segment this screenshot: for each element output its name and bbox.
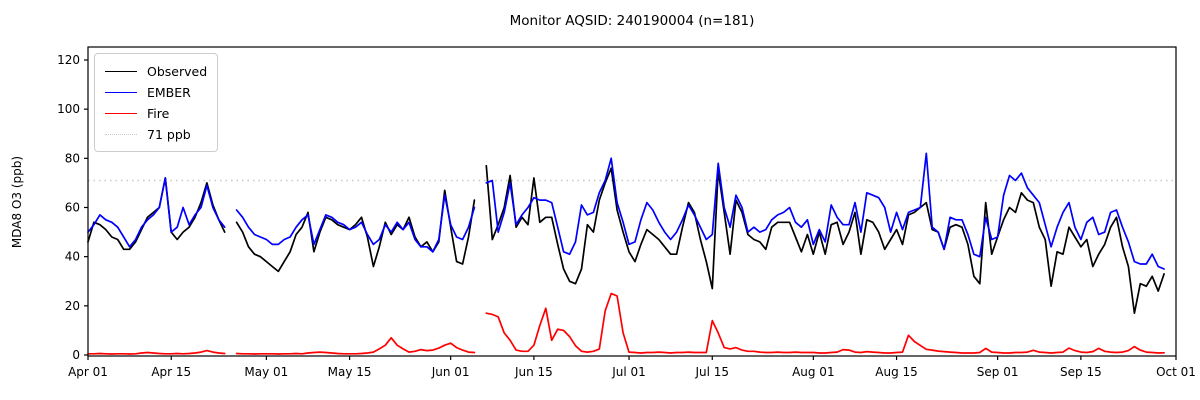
y-tick-label: 60 [65, 201, 80, 215]
ember-line-sample [105, 92, 137, 93]
x-tick-label: Sep 15 [1060, 365, 1102, 379]
x-tick-label: Aug 15 [875, 365, 918, 379]
series-line-fire [87, 349, 226, 355]
fire-line-sample [105, 113, 137, 114]
threshold-line-sample [105, 134, 137, 135]
x-tick-label: Jul 01 [611, 365, 646, 379]
x-tick-label: Sep 01 [977, 365, 1019, 379]
legend-item-observed: Observed [105, 61, 207, 82]
series-line-observed [485, 164, 1165, 315]
y-tick-label: 80 [65, 151, 80, 165]
x-tick-label: Jul 15 [694, 365, 729, 379]
x-tick-label: May 01 [244, 365, 288, 379]
chart-title: Monitor AQSID: 240190004 (n=181) [509, 13, 755, 29]
y-tick-label: 20 [65, 299, 80, 313]
series-line-ember [485, 152, 1165, 270]
x-tick-label: May 15 [328, 365, 372, 379]
x-tick-label: Oct 01 [1156, 365, 1196, 379]
x-tick-label: Jun 15 [514, 365, 553, 379]
series-line-fire [235, 336, 476, 355]
legend-item-fire: Fire [105, 103, 207, 124]
legend-item-threshold: 71 ppb [105, 124, 207, 145]
x-tick-label: Jun 01 [431, 365, 470, 379]
x-tick-label: Apr 01 [68, 365, 108, 379]
y-axis-label: MDA8 O3 (ppb) [10, 155, 24, 249]
series-line-ember [235, 194, 476, 253]
x-tick-label: Aug 01 [792, 365, 835, 379]
observed-line-sample [105, 71, 137, 72]
y-tick-label: 100 [57, 102, 80, 116]
series-line-ember [87, 177, 226, 248]
legend-label: EMBER [147, 85, 191, 100]
y-tick-label: 40 [65, 250, 80, 264]
legend-label: 71 ppb [147, 127, 191, 142]
legend: Observed EMBER Fire 71 ppb [94, 53, 219, 152]
x-tick-label: Apr 15 [151, 365, 191, 379]
legend-label: Observed [147, 64, 208, 79]
y-tick-label: 0 [72, 348, 80, 362]
series-line-observed [87, 177, 226, 251]
legend-item-ember: EMBER [105, 82, 207, 103]
series-line-observed [235, 189, 476, 273]
y-tick-label: 120 [57, 53, 80, 67]
series-line-fire [485, 292, 1165, 354]
legend-label: Fire [147, 106, 170, 121]
plot-border [87, 46, 1177, 357]
